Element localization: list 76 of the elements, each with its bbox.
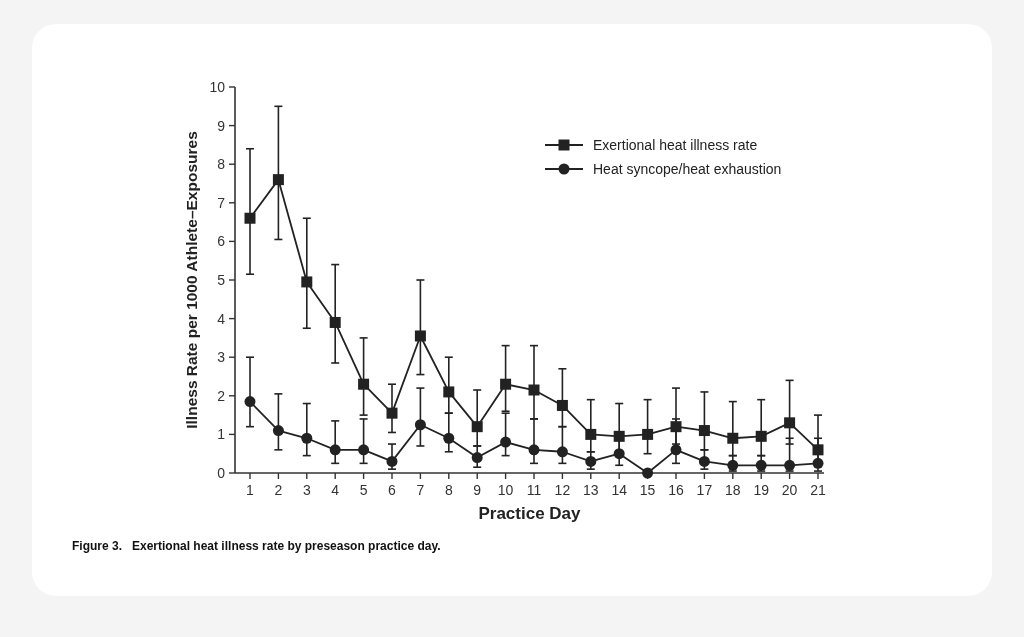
y-tick-label: 3 <box>217 349 226 366</box>
point <box>386 407 398 419</box>
point <box>443 386 455 398</box>
legend-label: Heat syncope/heat exhaustion <box>593 160 782 177</box>
point <box>386 455 398 467</box>
x-tick-label: 13 <box>583 482 599 498</box>
x-tick-label: 18 <box>725 482 741 498</box>
point <box>500 378 512 390</box>
x-tick-label: 5 <box>359 482 368 498</box>
point <box>414 419 426 431</box>
y-tick-label: 8 <box>217 156 226 173</box>
y-tick-label: 5 <box>217 271 226 288</box>
point <box>329 316 341 328</box>
x-tick-label: 12 <box>554 482 571 498</box>
point <box>301 432 313 444</box>
x-tick-label: 4 <box>331 482 340 498</box>
point <box>784 417 796 429</box>
point <box>585 428 597 440</box>
point <box>585 455 597 467</box>
point <box>471 452 483 464</box>
point <box>528 384 540 396</box>
x-tick-label: 19 <box>753 482 770 498</box>
point <box>272 174 284 186</box>
y-tick-label: 1 <box>217 426 226 443</box>
y-tick-label: 10 <box>209 78 226 95</box>
point <box>812 457 824 469</box>
y-tick-label: 9 <box>217 117 226 134</box>
point <box>613 448 625 460</box>
point <box>358 378 370 390</box>
point <box>727 459 739 471</box>
x-tick-label: 16 <box>668 482 684 498</box>
point <box>670 444 682 456</box>
x-tick-label: 20 <box>781 482 798 498</box>
y-tick-label: 4 <box>217 310 226 327</box>
x-tick-label: 8 <box>444 482 453 498</box>
x-tick-label: 6 <box>388 482 397 498</box>
point <box>784 459 796 471</box>
point <box>358 444 370 456</box>
x-tick-label: 11 <box>526 482 542 498</box>
point <box>244 396 256 408</box>
point <box>301 276 313 288</box>
legend-label: Exertional heat illness rate <box>593 136 758 153</box>
x-tick-label: 9 <box>473 482 482 498</box>
y-tick-label: 2 <box>217 387 226 404</box>
x-tick-label: 7 <box>416 482 425 498</box>
x-axis-title: Practice Day <box>478 504 582 523</box>
point <box>272 425 284 437</box>
point <box>556 399 568 411</box>
x-tick-label: 1 <box>246 482 255 498</box>
y-axis-title: Illness Rate per 1000 Athlete–Exposures <box>183 131 200 429</box>
y-tick-label: 7 <box>217 194 226 211</box>
caption: Figure 3. Exertional heat illness rate by preseason practice day. <box>72 539 441 553</box>
x-tick-label: 21 <box>810 482 826 498</box>
point <box>698 425 710 437</box>
point <box>642 428 654 440</box>
x-tick-label: 2 <box>274 482 283 498</box>
x-tick-label: 17 <box>696 482 713 498</box>
x-tick-label: 14 <box>611 482 628 498</box>
y-tick-label: 0 <box>217 464 226 481</box>
point <box>755 430 767 442</box>
x-tick-label: 10 <box>497 482 514 498</box>
y-tick-label: 6 <box>217 233 226 250</box>
x-tick-label: 15 <box>639 482 656 498</box>
point <box>727 432 739 444</box>
point <box>500 436 512 448</box>
point <box>244 212 256 224</box>
point <box>556 446 568 458</box>
point <box>755 459 767 471</box>
point <box>698 455 710 467</box>
x-tick-label: 3 <box>302 482 311 498</box>
point <box>471 421 483 433</box>
point <box>642 467 654 479</box>
point <box>329 444 341 456</box>
point <box>528 444 540 456</box>
point <box>414 330 426 342</box>
point <box>443 432 455 444</box>
